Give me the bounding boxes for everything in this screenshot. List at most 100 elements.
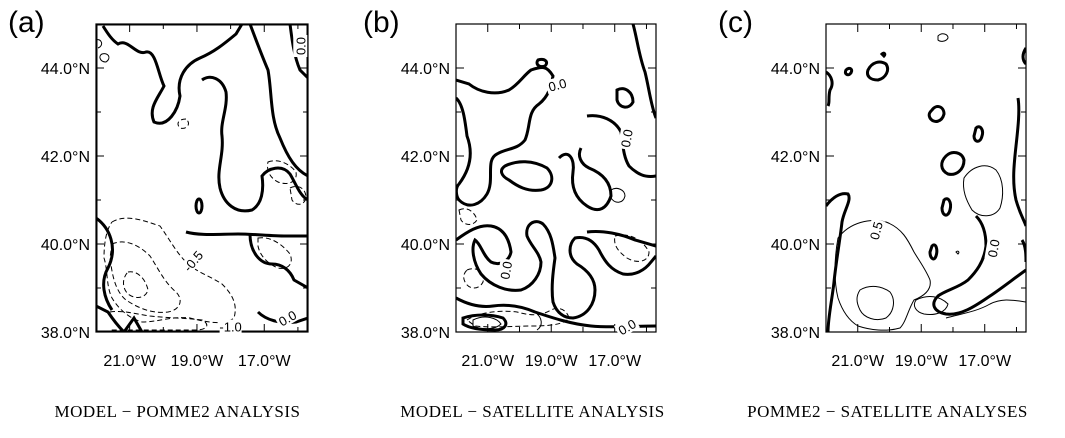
contour-lines-a	[96, 24, 308, 332]
x-tick-label: 19.0°W	[895, 353, 949, 370]
zero-contour	[96, 304, 126, 332]
contour-label-bg	[219, 319, 242, 334]
zero-contour	[96, 216, 114, 311]
zero-contour	[456, 66, 555, 207]
contour-label-bg	[866, 218, 886, 243]
positive-contour	[937, 33, 949, 42]
contour-label: 0.0	[985, 238, 1003, 258]
zero-contour	[927, 105, 946, 123]
negative-contour	[109, 311, 208, 331]
zero-contour	[631, 24, 656, 119]
zero-contour	[586, 114, 656, 178]
zero-contour	[1020, 239, 1026, 263]
plot-frame	[455, 23, 657, 333]
zero-contour	[826, 192, 851, 332]
contour-labels-a: 0.0-0.5-1.0 0.0	[180, 35, 308, 335]
contour-label: 0.0	[547, 76, 568, 95]
negative-contour	[466, 307, 570, 328]
zero-contour	[844, 66, 854, 77]
zero-contour	[1012, 97, 1026, 227]
x-tick-label: 19.0°W	[525, 353, 579, 370]
x-tick-label: 17.0°W	[588, 353, 642, 370]
x-tick-label: 19.0°W	[171, 353, 225, 370]
positive-contour	[534, 311, 542, 331]
negative-contour	[614, 234, 650, 262]
zero-contour	[826, 70, 834, 107]
y-tick-label: 38.0°N	[771, 325, 820, 342]
caption-a: MODEL − POMME2 ANALYSIS	[54, 402, 301, 421]
zero-contour	[586, 230, 656, 248]
positive-contour	[913, 296, 949, 315]
zero-contour	[940, 151, 966, 176]
zero-contour	[248, 24, 308, 178]
zero-contour	[201, 75, 308, 213]
y-tick-label: 44.0°N	[771, 61, 820, 78]
negative-contour	[123, 271, 149, 298]
contour-label: -1.0	[219, 320, 241, 335]
negative-contour	[109, 241, 181, 313]
y-tick-label: 40.0°N	[41, 237, 90, 254]
contour-label: 0.0	[618, 128, 636, 148]
panel-b: (b) 44.0°N 42.0°N 40.0°N 38.0°N 21.0°W 19.0°W…	[355, 0, 710, 438]
y-tick-label: 42.0°N	[41, 149, 90, 166]
positive-contour	[96, 39, 103, 49]
y-tick-label: 44.0°N	[401, 61, 450, 78]
axes-c: 44.0°N 42.0°N 40.0°N 38.0°N 21.0°W 19.0°W 17.0…	[771, 24, 1026, 370]
positive-contour	[963, 165, 1004, 217]
panel-label-b: (b)	[363, 6, 400, 39]
zero-contour	[557, 147, 613, 212]
plot-frame	[95, 23, 309, 333]
x-tick-label: 17.0°W	[238, 353, 292, 370]
negative-contour	[267, 160, 297, 185]
x-tick-label: 17.0°W	[958, 353, 1012, 370]
positive-contour	[472, 316, 502, 330]
positive-contour	[99, 53, 110, 63]
zero-contour	[972, 125, 984, 143]
contour-label: 0.5	[867, 220, 886, 241]
positive-contour	[610, 187, 626, 203]
contour-label: 0.0	[293, 37, 308, 55]
contour-label-bg	[293, 35, 308, 57]
contour-label-bg	[544, 75, 570, 95]
zero-contour	[96, 24, 308, 332]
y-tick-label: 38.0°N	[401, 325, 450, 342]
zero-contour	[535, 58, 549, 68]
zero-contour	[928, 243, 939, 261]
caption-c: POMME2 − SATELLITE ANALYSES	[747, 402, 1028, 421]
y-tick-label: 42.0°N	[401, 149, 450, 166]
panel-label-a: (a)	[8, 6, 45, 39]
contour-lines-b	[456, 24, 656, 332]
negative-contour	[177, 118, 189, 129]
positive-contour	[834, 220, 931, 331]
contour-labels-b: 0.00.00.00.0	[497, 75, 640, 339]
zero-contour	[940, 197, 952, 217]
zero-contour	[256, 310, 308, 324]
zero-contour	[615, 87, 635, 109]
contour-label-bg	[617, 126, 636, 151]
contour-label-bg	[180, 248, 206, 274]
axes-b: 44.0°N 42.0°N 40.0°N 38.0°N 21.0°W 19.0°W 17.0…	[401, 24, 656, 370]
negative-contour	[463, 268, 484, 289]
contour-labels-c: 0.5 0.0	[866, 218, 1003, 261]
axes-a: 44.0°N 42.0°N 40.0°N 38.0°N 21.0°W 19.0°W 17.0…	[41, 24, 308, 370]
contour-label-bg	[613, 315, 640, 339]
zero-contour	[879, 51, 887, 59]
zero-contour	[101, 24, 244, 125]
negative-contour	[103, 217, 236, 324]
y-tick-label: 40.0°N	[401, 237, 450, 254]
contour-label: 0.0	[497, 260, 515, 280]
x-tick-label: 21.0°W	[831, 353, 885, 370]
zero-contour	[500, 160, 554, 192]
y-tick-label: 44.0°N	[41, 61, 90, 78]
contour-label-bg	[274, 306, 301, 330]
zero-contour	[122, 315, 144, 332]
plot-frame	[825, 23, 1027, 333]
positive-contour	[856, 285, 894, 321]
zero-contour	[461, 313, 508, 332]
positive-contour	[955, 250, 960, 255]
panel-label-c: (c)	[718, 6, 753, 39]
contour-plot-a: 44.0°N 42.0°N 40.0°N 38.0°N 21.0°W 19.0°W 17.0…	[41, 23, 309, 370]
zero-contour	[1021, 47, 1026, 66]
zero-contour	[932, 214, 1026, 316]
contour-plot-b: 44.0°N 42.0°N 40.0°N 38.0°N 21.0°W 19.0°W 17.0…	[401, 23, 657, 370]
